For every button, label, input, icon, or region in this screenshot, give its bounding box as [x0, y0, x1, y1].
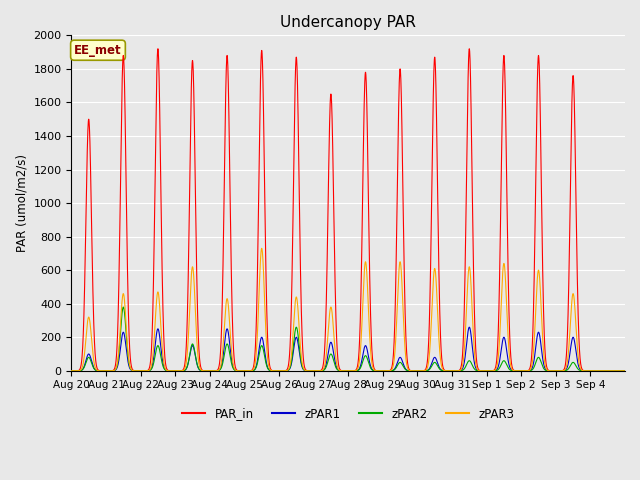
Legend: PAR_in, zPAR1, zPAR2, zPAR3: PAR_in, zPAR1, zPAR2, zPAR3	[177, 403, 519, 425]
Title: Undercanopy PAR: Undercanopy PAR	[280, 15, 416, 30]
Text: EE_met: EE_met	[74, 44, 122, 57]
Y-axis label: PAR (umol/m2/s): PAR (umol/m2/s)	[15, 154, 28, 252]
